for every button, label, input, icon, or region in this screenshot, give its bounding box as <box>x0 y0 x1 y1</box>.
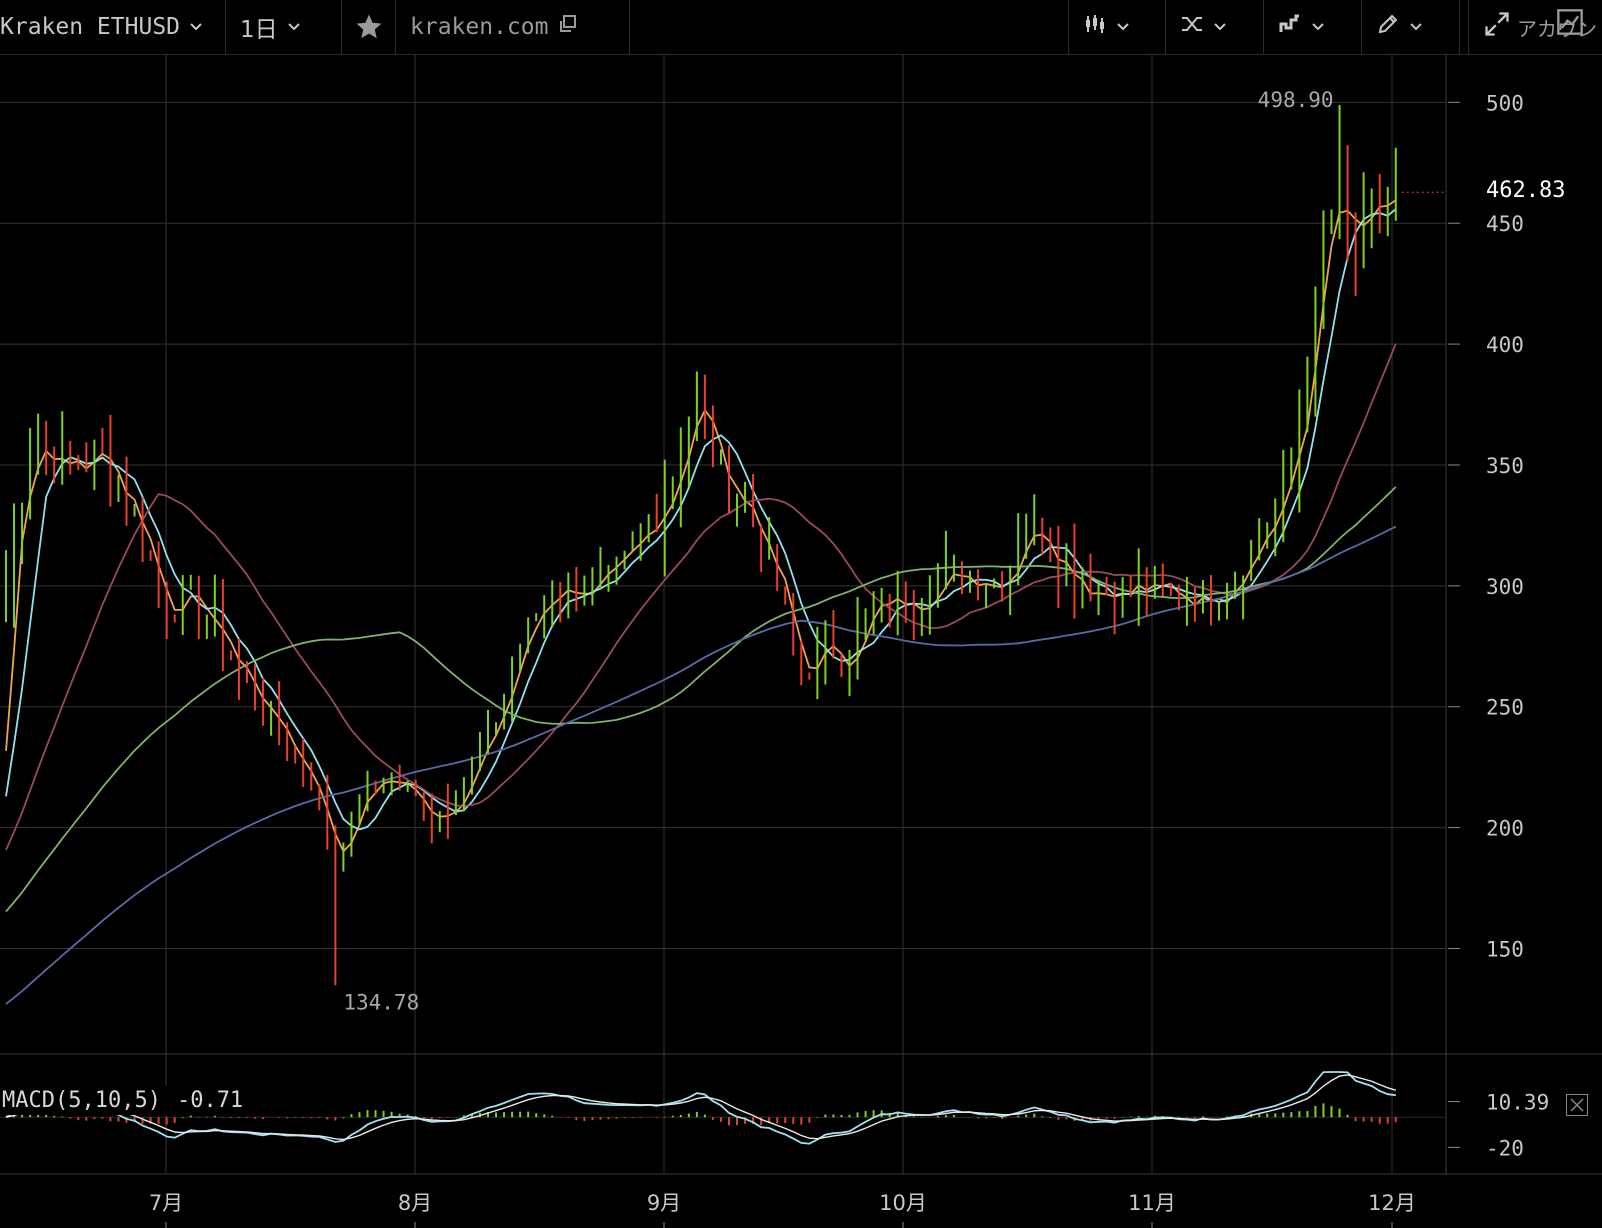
y-tick-label: 250 <box>1486 696 1524 720</box>
chevron-down-icon <box>1410 22 1422 32</box>
x-tick-label: 7月 <box>149 1191 183 1215</box>
high-annotation: 498.90 <box>1258 88 1334 112</box>
price-bars <box>5 105 1397 986</box>
ma-line-50 <box>5 486 1397 913</box>
y-tick-label: 500 <box>1486 91 1524 115</box>
chevron-down-icon <box>1117 22 1129 32</box>
symbol-label: Kraken ETHUSD <box>0 14 181 40</box>
chevron-down-icon <box>287 22 300 32</box>
interval-label: 1日 <box>240 17 278 43</box>
last-price-label: 462.83 <box>1486 178 1566 204</box>
star-icon <box>354 12 384 42</box>
x-tick-label: 12月 <box>1368 1191 1416 1215</box>
symbol-selector[interactable]: Kraken ETHUSD <box>0 0 226 54</box>
drawing-tools-button[interactable] <box>1362 0 1460 54</box>
chevron-down-icon <box>190 22 202 32</box>
indicators-icon <box>1278 12 1302 42</box>
account-label[interactable]: アカウン <box>1517 16 1597 41</box>
x-tick-label: 10月 <box>879 1191 927 1215</box>
fullscreen-icon <box>1483 10 1511 44</box>
compare-icon <box>1180 12 1204 42</box>
pencil-icon <box>1376 12 1400 42</box>
x-tick-label: 11月 <box>1128 1191 1176 1215</box>
chevron-down-icon <box>1214 22 1226 32</box>
chart-icon[interactable] <box>1556 8 1584 40</box>
macd-value: -0.71 <box>176 1088 244 1113</box>
chart-type-button[interactable] <box>1068 0 1166 54</box>
low-annotation: 134.78 <box>343 990 419 1014</box>
fullscreen-button[interactable]: アカウン <box>1468 0 1602 54</box>
indicators-button[interactable] <box>1264 0 1362 54</box>
site-link[interactable]: kraken.com <box>396 0 630 54</box>
site-label: kraken.com <box>410 14 549 40</box>
y-tick-label: 200 <box>1486 817 1524 841</box>
bars-icon <box>1083 12 1107 42</box>
x-tick-label: 9月 <box>647 1191 681 1215</box>
signal-line <box>5 1074 1396 1141</box>
chevron-down-icon <box>1312 22 1324 32</box>
price-chart[interactable]: 150 200 250 300 350 400 450 500 7月 8月 9月 10月 11月 12月 4… <box>0 54 1602 1228</box>
macd-y-tick-label: 10.39 <box>1486 1091 1549 1115</box>
axes: 150 200 250 300 350 400 450 500 7月 8月 9月 10月 11月 12月 4… <box>149 88 1549 1228</box>
ma-line-6 <box>5 208 1397 831</box>
favorite-button[interactable] <box>342 0 396 54</box>
ma-line-100 <box>5 525 1397 1005</box>
y-tick-label: 400 <box>1486 333 1524 357</box>
close-icon[interactable] <box>1566 1094 1588 1116</box>
y-tick-label: 300 <box>1486 575 1524 599</box>
ma-line-20 <box>5 343 1397 851</box>
grid <box>0 54 1602 1175</box>
moving-averages <box>5 199 1397 1005</box>
interval-selector[interactable]: 1日 <box>226 0 342 54</box>
compare-button[interactable] <box>1166 0 1264 54</box>
toolbar: Kraken ETHUSD 1日 kraken.com <box>0 0 1602 55</box>
y-tick-label: 150 <box>1486 937 1524 961</box>
macd-legend[interactable]: MACD(5,10,5) -0.71 <box>0 1086 250 1115</box>
copy-link-icon <box>558 14 578 40</box>
macd-line <box>5 1071 1396 1145</box>
y-tick-label: 450 <box>1486 212 1524 236</box>
macd-y-tick-label: -20 <box>1486 1136 1524 1160</box>
y-tick-label: 350 <box>1486 454 1524 478</box>
ma-line-3 <box>5 199 1397 853</box>
x-tick-label: 8月 <box>398 1191 432 1215</box>
macd-name: MACD(5,10,5) <box>2 1088 161 1113</box>
macd-pane <box>0 1071 1446 1145</box>
